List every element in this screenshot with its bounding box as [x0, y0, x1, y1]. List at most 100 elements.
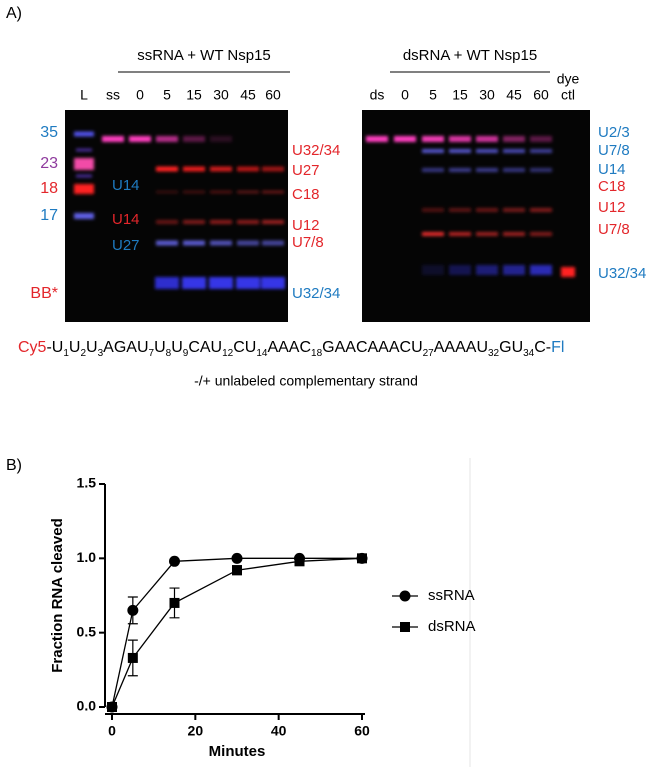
lane-label: L: [80, 87, 88, 103]
lane-label: 30: [479, 87, 495, 103]
sequence-text: Fl: [551, 339, 564, 356]
sequence-text: CAU: [188, 339, 222, 356]
marker-label: 18: [40, 180, 58, 197]
sequence-text: U: [171, 339, 183, 356]
band: [156, 220, 178, 224]
lane-label: 45: [506, 87, 522, 103]
data-point: [232, 565, 242, 576]
band-label: U32/34: [292, 285, 340, 302]
band-label: U12: [598, 199, 626, 216]
band: [74, 184, 94, 194]
band-label: U14: [112, 211, 140, 228]
legend-label: ssRNA: [428, 587, 475, 604]
band: [530, 168, 552, 172]
band-label: U27: [292, 162, 320, 179]
lane-label: 5: [429, 87, 437, 103]
data-point: [127, 652, 138, 663]
x-tick-label: 0: [108, 723, 116, 739]
band-label: U7/8: [292, 234, 324, 251]
band-label: U27: [112, 237, 140, 254]
caption: -/+ unlabeled complementary strand: [194, 373, 418, 389]
band: [503, 149, 525, 153]
x-tick-label: 40: [271, 723, 287, 739]
sequence-text: GAACAAACU: [322, 339, 422, 356]
band: [422, 168, 444, 172]
lane-label: ds: [370, 87, 385, 103]
band-label: U7/8: [598, 142, 630, 159]
y-axis-label: Fraction RNA cleaved: [49, 518, 66, 673]
band: [155, 277, 179, 289]
band: [503, 232, 525, 236]
gel-title: ssRNA + WT Nsp15: [137, 47, 271, 64]
sequence-subscript: 8: [166, 348, 172, 359]
band: [561, 267, 575, 277]
band: [156, 190, 178, 194]
band: [503, 136, 525, 142]
sequence-text: U: [86, 339, 98, 356]
marker-label: BB*: [30, 285, 58, 302]
band: [156, 136, 178, 142]
band-label: C18: [598, 178, 626, 195]
band: [76, 148, 92, 152]
band: [530, 265, 552, 275]
legend-label: dsRNA: [428, 618, 476, 635]
data-point: [169, 597, 180, 608]
band: [210, 136, 232, 142]
marker-label: 17: [40, 207, 58, 224]
band: [183, 220, 205, 224]
y-tick-label: 1.0: [77, 549, 97, 565]
panel-label: A): [6, 5, 22, 22]
x-tick-label: 60: [354, 723, 370, 739]
sequence-subscript: 32: [488, 348, 500, 359]
sequence-text: C-: [534, 339, 551, 356]
band: [503, 265, 525, 275]
band: [261, 277, 285, 289]
sequence-text: AGAU: [103, 339, 148, 356]
band: [530, 232, 552, 236]
panel-label: B): [6, 457, 22, 474]
band: [449, 168, 471, 172]
sequence-subscript: 12: [222, 348, 234, 359]
band: [476, 149, 498, 153]
band: [76, 174, 92, 178]
data-point: [231, 552, 243, 564]
band: [183, 166, 205, 172]
band: [102, 136, 124, 142]
band: [422, 136, 444, 142]
band: [262, 220, 284, 224]
band: [183, 136, 205, 142]
data-point: [357, 553, 367, 564]
sequence-subscript: 7: [149, 348, 155, 359]
sequence-text: U: [69, 339, 81, 356]
band: [422, 265, 444, 275]
band: [237, 190, 259, 194]
sequence-subscript: 14: [256, 348, 268, 359]
series-line: [111, 557, 363, 708]
band: [449, 149, 471, 153]
y-tick-label: 0.5: [77, 623, 97, 639]
band: [422, 149, 444, 153]
sequence-text: GU: [499, 339, 523, 356]
gel-bands: [74, 131, 575, 289]
band: [209, 277, 233, 289]
band: [476, 265, 498, 275]
band: [183, 240, 205, 246]
band: [74, 131, 94, 137]
band-label: U14: [112, 177, 140, 194]
lane-label: 30: [213, 87, 229, 103]
band: [449, 232, 471, 236]
lane-label: 0: [401, 87, 409, 103]
band: [156, 166, 178, 172]
sequence-subscript: 3: [98, 348, 104, 359]
band-label: C18: [292, 186, 320, 203]
sequence: Cy5-U1U2U3AGAU7U8U9CAU12CU14AAAC18GAACAA…: [18, 339, 564, 359]
band: [262, 166, 284, 172]
sequence-subscript: 34: [523, 348, 535, 359]
legend-marker: [400, 622, 410, 632]
band: [182, 277, 206, 289]
band: [210, 190, 232, 194]
series-line: [111, 557, 362, 708]
lane-label: 60: [265, 87, 281, 103]
band: [262, 190, 284, 194]
